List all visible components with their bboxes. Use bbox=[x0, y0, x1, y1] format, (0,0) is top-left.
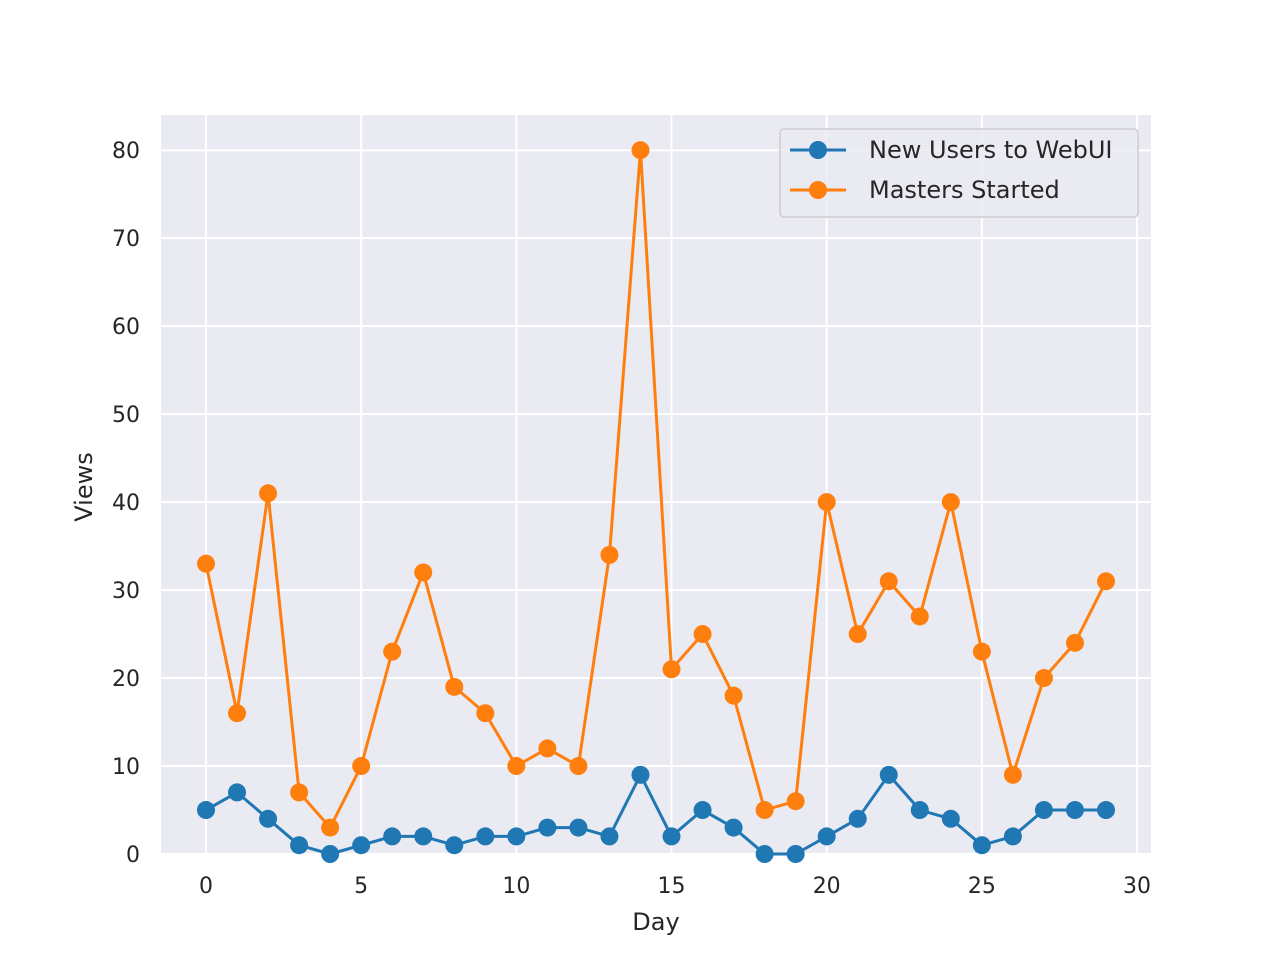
data-point bbox=[755, 801, 774, 820]
data-point bbox=[879, 572, 898, 591]
data-point bbox=[1097, 572, 1115, 591]
data-point bbox=[321, 845, 340, 863]
data-point bbox=[414, 563, 433, 582]
data-point bbox=[662, 827, 681, 846]
data-point bbox=[693, 625, 712, 644]
x-tick-label: 25 bbox=[968, 874, 996, 899]
data-point bbox=[600, 545, 619, 564]
data-point bbox=[786, 845, 805, 863]
data-point bbox=[941, 809, 960, 828]
y-tick-label: 30 bbox=[112, 579, 140, 604]
data-point bbox=[445, 836, 464, 855]
data-point bbox=[662, 660, 681, 679]
series-masters-started bbox=[197, 141, 1115, 837]
data-point bbox=[538, 739, 557, 758]
data-point bbox=[1065, 801, 1084, 820]
data-point bbox=[569, 818, 588, 837]
data-point bbox=[972, 836, 991, 855]
x-tick-label: 30 bbox=[1123, 874, 1151, 899]
x-tick-label: 20 bbox=[813, 874, 841, 899]
data-point bbox=[1065, 633, 1084, 652]
data-point bbox=[352, 757, 371, 776]
data-point bbox=[569, 757, 588, 776]
data-point bbox=[755, 845, 774, 863]
data-point bbox=[600, 827, 619, 846]
y-tick-label: 10 bbox=[112, 755, 140, 780]
data-point bbox=[228, 783, 247, 802]
legend-label-masters-started: Masters Started bbox=[869, 176, 1060, 204]
data-point bbox=[1034, 801, 1053, 820]
y-tick-label: 50 bbox=[112, 403, 140, 428]
legend-box bbox=[779, 128, 1139, 218]
data-point bbox=[972, 642, 991, 661]
y-tick-label: 80 bbox=[112, 139, 140, 164]
data-point bbox=[817, 493, 836, 512]
data-point bbox=[476, 827, 495, 846]
data-point bbox=[724, 818, 743, 837]
x-tick-label: 5 bbox=[354, 874, 368, 899]
data-point bbox=[910, 801, 929, 820]
data-point bbox=[724, 686, 743, 705]
data-point bbox=[197, 801, 215, 820]
data-point bbox=[352, 836, 371, 855]
data-point bbox=[848, 809, 867, 828]
data-point bbox=[848, 625, 867, 644]
x-tick-label: 0 bbox=[199, 874, 213, 899]
data-point bbox=[445, 677, 464, 696]
data-point bbox=[910, 607, 929, 626]
data-point bbox=[321, 818, 340, 837]
data-point bbox=[941, 493, 960, 512]
data-point bbox=[1003, 827, 1022, 846]
tick-labels: 0 5 10 15 20 25 30 0 10 20 30 40 50 60 70 80 bbox=[112, 139, 1151, 899]
data-point bbox=[414, 827, 433, 846]
y-tick-label: 20 bbox=[112, 667, 140, 692]
data-point bbox=[538, 818, 557, 837]
y-tick-label: 60 bbox=[112, 315, 140, 340]
y-tick-label: 40 bbox=[112, 491, 140, 516]
data-point bbox=[631, 765, 650, 784]
y-tick-label: 70 bbox=[112, 227, 140, 252]
data-point bbox=[290, 836, 309, 855]
data-point bbox=[1097, 801, 1115, 820]
data-point bbox=[383, 642, 402, 661]
data-point bbox=[259, 809, 278, 828]
x-tick-label: 10 bbox=[502, 874, 530, 899]
legend-label-new-users: New Users to WebUI bbox=[869, 136, 1113, 164]
legend-entry-new-users: New Users to WebUI bbox=[790, 136, 1113, 164]
data-point bbox=[507, 757, 526, 776]
plot-area bbox=[161, 115, 1151, 854]
data-point bbox=[786, 792, 805, 811]
series-line bbox=[204, 148, 1108, 830]
data-point bbox=[383, 827, 402, 846]
data-point bbox=[507, 827, 526, 846]
data-point bbox=[290, 783, 309, 802]
legend-entry-masters-started: Masters Started bbox=[790, 176, 1060, 204]
y-axis-label: Views bbox=[70, 452, 98, 521]
data-point bbox=[259, 484, 278, 503]
data-point bbox=[817, 827, 836, 846]
y-tick-label: 0 bbox=[126, 843, 140, 868]
series-new-users-to-webui bbox=[197, 765, 1115, 863]
data-point bbox=[1034, 669, 1053, 688]
data-point bbox=[1003, 765, 1022, 784]
legend: New Users to WebUI Masters Started bbox=[779, 128, 1139, 218]
x-tick-label: 15 bbox=[658, 874, 686, 899]
data-point bbox=[693, 801, 712, 820]
data-point bbox=[197, 554, 215, 573]
data-point bbox=[228, 704, 247, 723]
series-layer bbox=[197, 141, 1115, 863]
data-point bbox=[476, 704, 495, 723]
data-point bbox=[631, 141, 650, 160]
x-axis-label: Day bbox=[632, 908, 679, 936]
data-point bbox=[879, 765, 898, 784]
